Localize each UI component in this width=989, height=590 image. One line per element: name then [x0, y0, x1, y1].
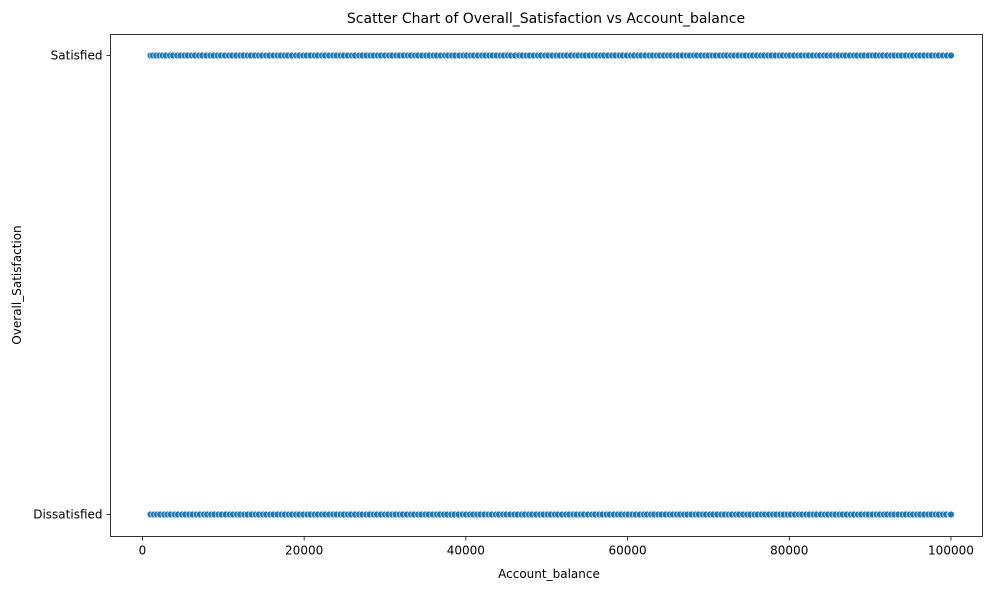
x-tick-label: 0: [139, 544, 147, 558]
x-axis: 0 20000 40000 60000 80000 100000: [139, 536, 974, 558]
plot-area-frame: [110, 34, 983, 537]
data-point: [947, 51, 955, 60]
x-tick-label: 40000: [447, 544, 485, 558]
x-tick-label: 20000: [285, 544, 323, 558]
x-axis-label: Account_balance: [498, 567, 600, 581]
x-tick-label: 100000: [928, 544, 974, 558]
y-tick-label: Satisfied: [51, 49, 103, 63]
x-tick-label: 60000: [608, 544, 646, 558]
data-point: [947, 510, 955, 519]
chart-title: Scatter Chart of Overall_Satisfaction vs…: [347, 11, 745, 27]
x-tick-label: 80000: [770, 544, 808, 558]
points-layer: [146, 51, 955, 519]
y-axis-label: Overall_Satisfaction: [10, 225, 24, 344]
y-axis: Dissatisfied Satisfied: [33, 49, 111, 522]
y-tick-label: Dissatisfied: [33, 508, 102, 522]
